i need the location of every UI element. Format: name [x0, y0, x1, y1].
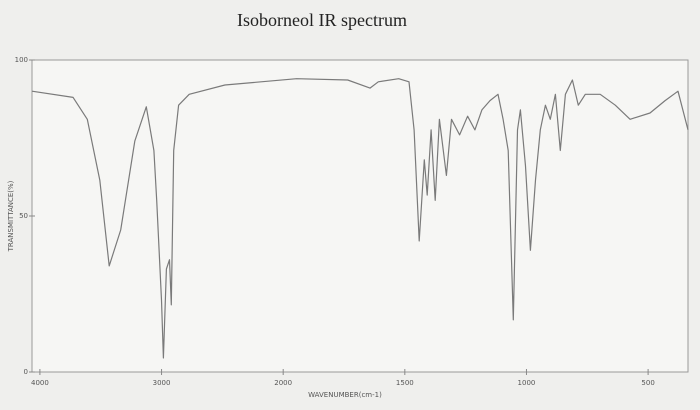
x-tick-label: 3000 — [153, 379, 171, 387]
chart-title: Isoborneol IR spectrum — [237, 10, 407, 30]
y-axis-label: TRANSMITTANCE(%) — [7, 180, 15, 252]
y-tick-label: 50 — [19, 212, 28, 220]
x-axis-label: WAVENUMBER(cm-1) — [308, 391, 382, 399]
x-tick-label: 1000 — [518, 379, 536, 387]
x-tick-label: 2000 — [274, 379, 292, 387]
y-tick-label: 0 — [24, 368, 28, 376]
x-tick-label: 4000 — [31, 379, 49, 387]
spectrum-line — [31, 78, 689, 359]
plot-frame — [31, 59, 689, 373]
x-tick-label: 500 — [641, 379, 654, 387]
y-tick-label: 100 — [15, 56, 28, 64]
x-tick-label: 1500 — [396, 379, 414, 387]
